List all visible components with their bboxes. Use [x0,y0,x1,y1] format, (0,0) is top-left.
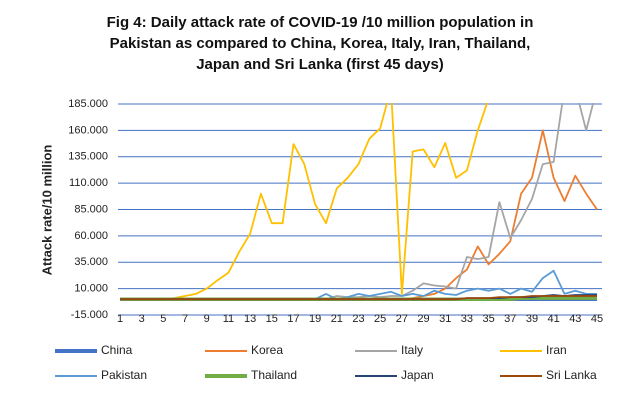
y-tick-label: 60.000 [74,230,108,242]
x-tick-label: 41 [548,313,560,325]
series-line [120,103,595,301]
y-tick-label: 135.000 [68,151,108,163]
legend-label: Thailand [251,368,297,382]
x-tick-label: 7 [182,313,188,325]
chart-title: Fig 4: Daily attack rate of COVID-19 /10… [106,14,534,73]
plot-area [120,103,598,301]
x-tick-label: 45 [591,313,603,325]
legend-label: China [101,343,133,357]
x-tick-label: 9 [204,313,210,325]
y-tick-label: 35.000 [74,256,108,268]
y-tick-label: 160.000 [68,124,108,136]
series-line [120,295,597,301]
x-tick-label: 27 [396,313,408,325]
x-tick-label: 43 [569,313,581,325]
x-tick-label: 23 [352,313,364,325]
x-tick-label: 37 [504,313,516,325]
legend-label: Pakistan [101,368,147,382]
legend-label: Iran [546,343,567,357]
x-tick-label: 39 [526,313,538,325]
x-tick-label: 13 [244,313,256,325]
x-tick-label: 21 [331,313,343,325]
y-tick-label: 85.000 [74,203,108,215]
x-tick-label: 25 [374,313,386,325]
legend-label: Korea [251,343,283,357]
series-line [120,103,489,301]
x-tick-label: 33 [461,313,473,325]
x-tick-label: 3 [139,313,145,325]
legend-label: Sri Lanka [546,368,597,382]
legend-label: Japan [401,368,434,382]
x-tick-label: 11 [223,313,234,325]
y-tick-label: 185.000 [68,98,108,110]
x-tick-label: 31 [439,313,451,325]
y-tick-label: 10.000 [74,283,108,295]
y-tick-label: -15.000 [71,309,108,321]
legend-label: Italy [401,343,423,357]
series-line [120,129,598,301]
y-axis-label: Attack rate/10 million [39,145,54,276]
x-tick-label: 5 [160,313,166,325]
x-tick-label: 1 [117,313,123,325]
x-tick-label: 35 [482,313,494,325]
x-tick-label: 15 [266,313,278,325]
x-tick-label: 19 [309,313,321,325]
x-tick-label: 29 [417,313,429,325]
y-tick-label: 110.000 [69,177,108,189]
x-tick-label: 17 [287,313,299,325]
